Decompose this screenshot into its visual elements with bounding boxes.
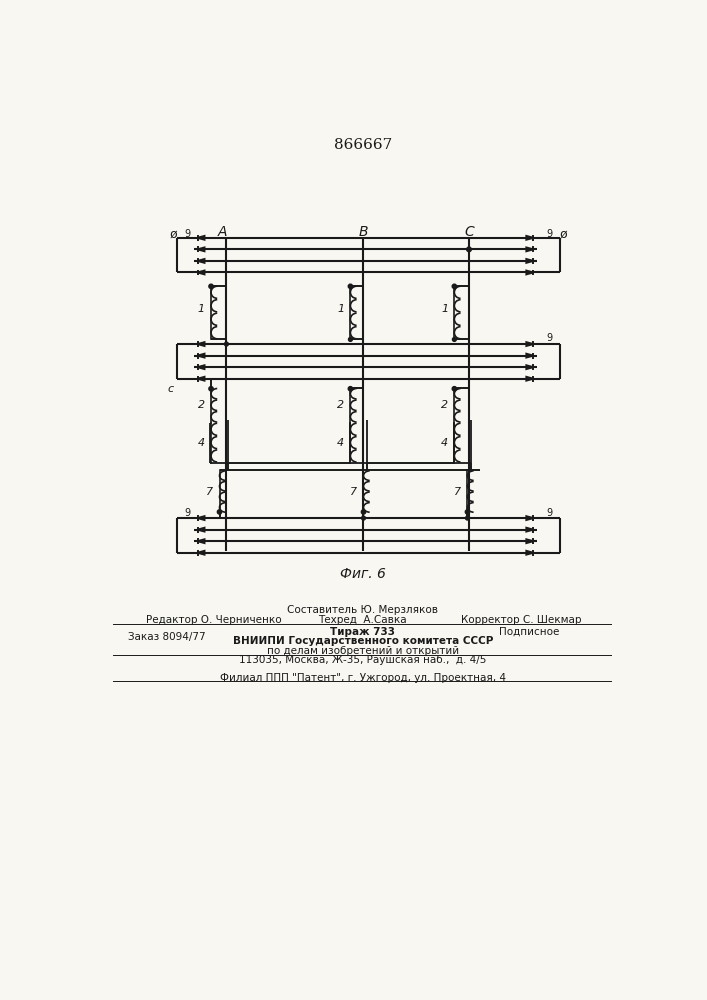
Text: 4: 4 — [337, 438, 344, 448]
Circle shape — [361, 510, 366, 514]
Text: Фиг. 6: Фиг. 6 — [340, 567, 385, 581]
Circle shape — [349, 387, 353, 391]
Circle shape — [452, 338, 456, 341]
Text: A: A — [218, 225, 228, 239]
Circle shape — [209, 284, 214, 288]
Text: Корректор С. Шекмар: Корректор С. Шекмар — [461, 615, 582, 625]
Text: 1: 1 — [337, 304, 344, 314]
Text: Филиал ППП "Патент", г. Ужгород, ул. Проектная, 4: Филиал ППП "Патент", г. Ужгород, ул. Про… — [220, 673, 506, 683]
Text: B: B — [358, 225, 368, 239]
Text: Составитель Ю. Мерзляков: Составитель Ю. Мерзляков — [287, 605, 438, 615]
Text: Тираж 733: Тираж 733 — [330, 627, 395, 637]
Text: 1: 1 — [441, 304, 448, 314]
Text: 4: 4 — [198, 438, 205, 448]
Text: 9: 9 — [547, 508, 553, 518]
Text: 9: 9 — [184, 229, 190, 239]
Circle shape — [361, 516, 366, 520]
Circle shape — [209, 387, 214, 391]
Text: 2: 2 — [441, 400, 448, 410]
Circle shape — [467, 247, 472, 252]
Text: 2: 2 — [198, 400, 205, 410]
Circle shape — [349, 338, 352, 341]
Circle shape — [465, 510, 469, 514]
Text: 9: 9 — [547, 229, 553, 239]
Text: 2: 2 — [337, 400, 344, 410]
Text: с: с — [168, 384, 174, 394]
Circle shape — [452, 284, 457, 288]
Text: Техред  А.Савка: Техред А.Савка — [318, 615, 407, 625]
Text: 7: 7 — [454, 487, 461, 497]
Text: 9: 9 — [547, 333, 553, 343]
Circle shape — [225, 342, 228, 346]
Circle shape — [465, 516, 469, 520]
Text: 4: 4 — [441, 438, 448, 448]
Circle shape — [349, 284, 353, 288]
Text: Подписное: Подписное — [499, 627, 559, 637]
Text: Редактор О. Черниченко: Редактор О. Черниченко — [146, 615, 281, 625]
Text: 866667: 866667 — [334, 138, 392, 152]
Text: 1: 1 — [198, 304, 205, 314]
Text: 7: 7 — [206, 487, 214, 497]
Text: C: C — [464, 225, 474, 239]
Text: Заказ 8094/77: Заказ 8094/77 — [129, 632, 206, 642]
Circle shape — [217, 510, 222, 514]
Text: ø: ø — [560, 227, 568, 240]
Text: 9: 9 — [184, 508, 190, 518]
Text: ВНИИПИ Государственного комитета СССР: ВНИИПИ Государственного комитета СССР — [233, 636, 493, 646]
Text: ø: ø — [170, 227, 177, 240]
Text: 7: 7 — [350, 487, 357, 497]
Circle shape — [452, 387, 457, 391]
Text: 113035, Москва, Ж-35, Раушская наб.,  д. 4/5: 113035, Москва, Ж-35, Раушская наб., д. … — [239, 655, 486, 665]
Text: по делам изобретений и открытий: по делам изобретений и открытий — [267, 646, 459, 656]
